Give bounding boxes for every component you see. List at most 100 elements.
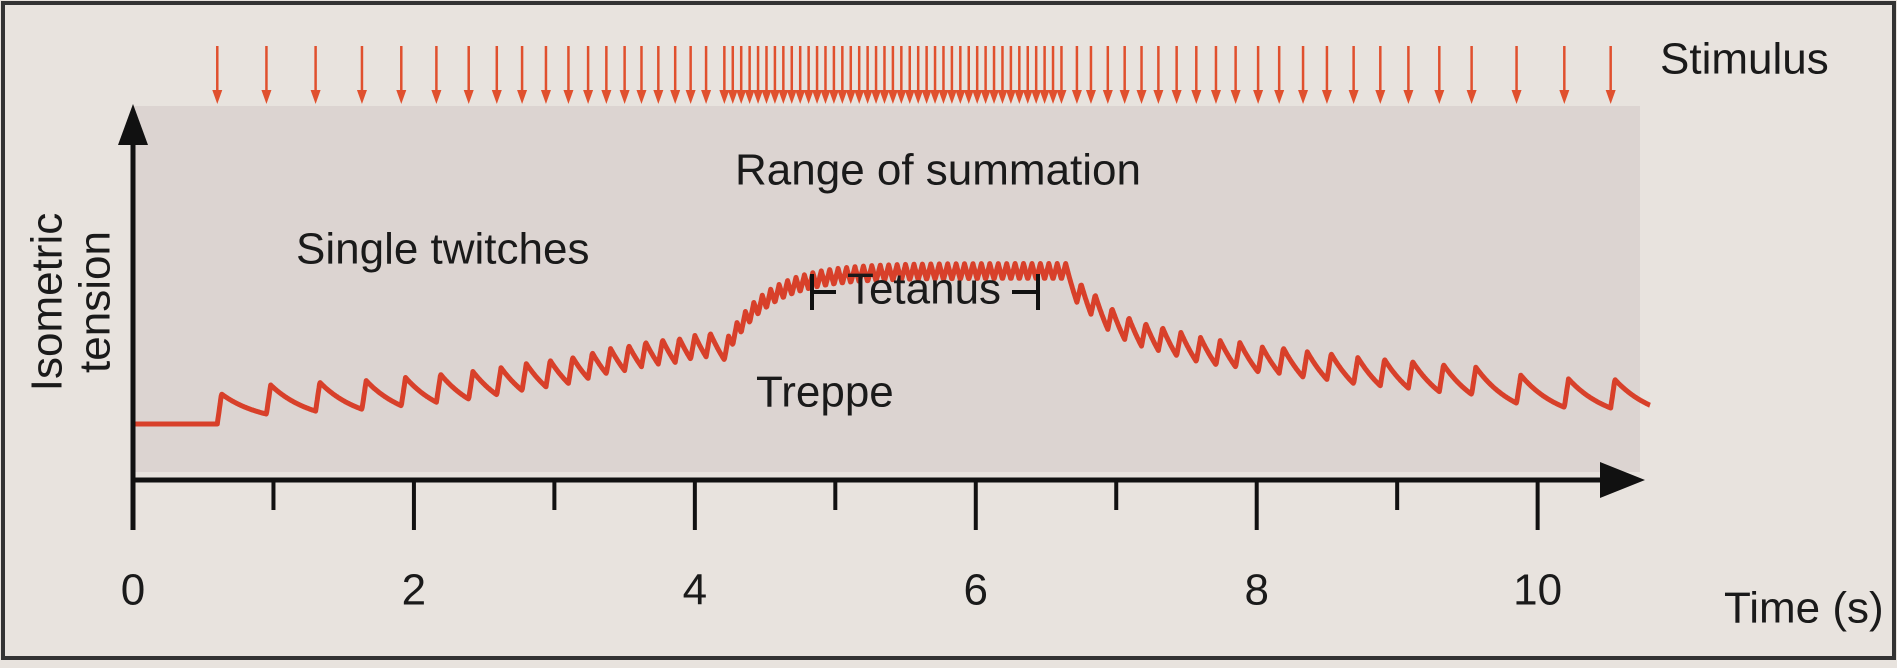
stimulus-arrowhead <box>946 90 957 104</box>
stimulus-arrowhead <box>636 90 647 104</box>
stimulus-arrowhead <box>727 90 738 104</box>
stimulus-arrowhead <box>854 90 865 104</box>
stimulus-arrowhead <box>1039 90 1050 104</box>
x-tick-label: 4 <box>683 566 707 615</box>
stimulus-arrowhead <box>463 90 474 104</box>
annotation: Tetanus <box>847 265 1001 314</box>
stimulus-arrowhead <box>1559 90 1570 104</box>
plot-panel <box>133 106 1640 472</box>
x-tick-label: 10 <box>1513 566 1562 615</box>
stimulus-arrowhead <box>871 90 882 104</box>
stimulus-arrowhead <box>980 90 991 104</box>
x-tick-label: 0 <box>121 566 145 615</box>
annotation: Single twitches <box>296 225 589 274</box>
stimulus-arrowhead <box>601 90 612 104</box>
stimulus-arrowhead <box>310 90 321 104</box>
stimulus-arrowhead <box>1210 90 1221 104</box>
stimulus-arrowhead <box>1375 90 1386 104</box>
stimulus-arrowhead <box>769 90 780 104</box>
stimulus-arrowhead <box>583 90 594 104</box>
y-axis-label: Isometric <box>23 213 72 391</box>
stimulus-arrowhead <box>1511 90 1522 104</box>
stimulus-arrowhead <box>820 90 831 104</box>
stimulus-arrowhead <box>744 90 755 104</box>
stimulus-arrowhead <box>913 90 924 104</box>
stimulus-arrowhead <box>887 90 898 104</box>
y-axis-arrowhead <box>118 104 148 145</box>
stimulus-arrowhead <box>1048 90 1059 104</box>
x-axis-label: Time (s) <box>1724 584 1884 633</box>
tension-curve <box>131 261 1652 427</box>
stimulus-arrowhead <box>563 90 574 104</box>
stimulus-arrowhead <box>701 90 712 104</box>
stimulus-arrowhead <box>1085 90 1096 104</box>
stimulus-arrowhead <box>1171 90 1182 104</box>
stimulus-arrowhead <box>837 90 848 104</box>
stimulus-arrowhead <box>1466 90 1477 104</box>
stimulus-arrowhead <box>1136 90 1147 104</box>
stimulus-arrowhead <box>1056 90 1067 104</box>
stimulus-arrowhead <box>786 90 797 104</box>
stimulus-arrowhead <box>845 90 856 104</box>
stimulus-arrowhead <box>261 90 272 104</box>
stimulus-arrowhead <box>1605 90 1616 104</box>
stimulus-arrowhead <box>812 90 823 104</box>
stimulus-arrowhead <box>1014 90 1025 104</box>
stimulus-arrowhead <box>1119 90 1130 104</box>
stimulus-arrowhead <box>955 90 966 104</box>
stimulus-arrowhead <box>1191 90 1202 104</box>
annotation: Treppe <box>756 368 894 417</box>
stimulus-arrowhead <box>753 90 764 104</box>
stimulus-arrowhead <box>972 90 983 104</box>
stimulus-arrowhead <box>1102 90 1113 104</box>
x-axis-arrowhead <box>1600 462 1645 498</box>
stimulus-arrowhead <box>989 90 1000 104</box>
stimulus-arrowhead <box>1253 90 1264 104</box>
stimulus-arrowhead <box>921 90 932 104</box>
stimulus-arrowhead <box>879 90 890 104</box>
stimulus-arrowhead <box>1298 90 1309 104</box>
annotation: Range of summation <box>735 146 1141 195</box>
stimulus-arrowhead <box>540 90 551 104</box>
stimulus-arrowhead <box>685 90 696 104</box>
x-tick-label: 8 <box>1244 566 1268 615</box>
stimulus-arrowhead <box>1031 90 1042 104</box>
stimulus-arrowhead <box>670 90 681 104</box>
y-axis-label: tension <box>71 231 120 373</box>
stimulus-arrowhead <box>517 90 528 104</box>
stimulus-arrowhead <box>1230 90 1241 104</box>
stimulus-arrowhead <box>1005 90 1016 104</box>
stimulus-arrowhead <box>356 90 367 104</box>
stimulus-arrowhead <box>1022 90 1033 104</box>
stimulus-arrowhead <box>1403 90 1414 104</box>
stimulus-arrowhead <box>1153 90 1164 104</box>
stimulus-arrowhead <box>1071 90 1082 104</box>
stimulus-arrowhead <box>997 90 1008 104</box>
stimulus-arrowhead <box>212 90 223 104</box>
stimulus-arrowhead <box>396 90 407 104</box>
stimulus-arrowhead <box>828 90 839 104</box>
x-tick-label: 6 <box>964 566 988 615</box>
stimulus-arrowhead <box>431 90 442 104</box>
stimulus-arrowhead <box>778 90 789 104</box>
stimulus-arrowhead <box>761 90 772 104</box>
stimulus-arrowhead <box>1321 90 1332 104</box>
stimulus-arrowhead <box>719 90 730 104</box>
stimulus-arrowhead <box>1274 90 1285 104</box>
x-tick-label: 2 <box>402 566 426 615</box>
stimulus-arrowhead <box>862 90 873 104</box>
stimulus-arrowhead <box>904 90 915 104</box>
stimulus-arrowhead <box>930 90 941 104</box>
stimulus-arrowhead <box>938 90 949 104</box>
stimulus-arrowhead <box>1434 90 1445 104</box>
stimulus-arrowhead <box>736 90 747 104</box>
stimulus-arrowhead <box>803 90 814 104</box>
stimulus-arrowhead <box>896 90 907 104</box>
stimulus-arrowhead <box>795 90 806 104</box>
stimulus-arrowhead <box>1348 90 1359 104</box>
stimulus-arrowhead <box>619 90 630 104</box>
stimulus-label: Stimulus <box>1660 35 1829 84</box>
stimulus-arrowhead <box>653 90 664 104</box>
